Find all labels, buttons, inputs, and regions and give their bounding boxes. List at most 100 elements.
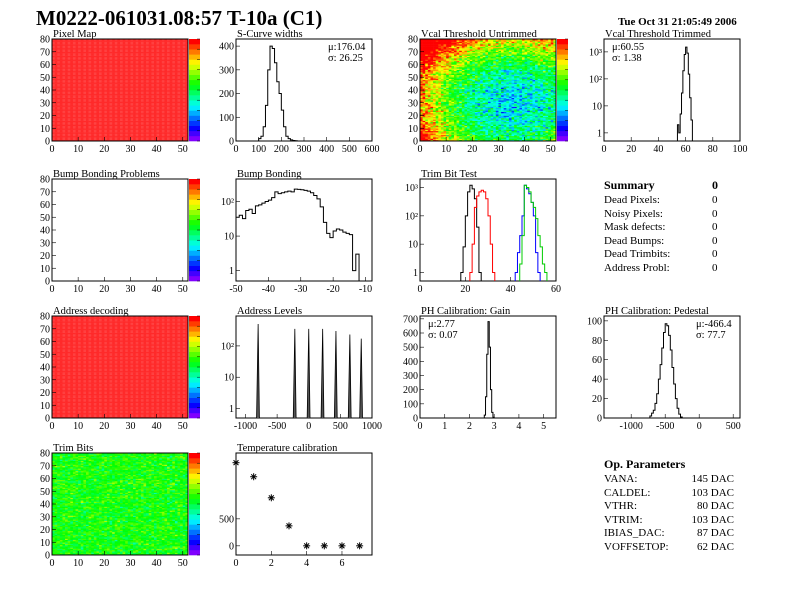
address-level-peak (347, 334, 352, 419)
data-point (250, 473, 258, 481)
y-tick-label: 60 (40, 60, 50, 71)
x-tick-label: 20 (460, 284, 470, 295)
y-tick-label: 20 (40, 525, 50, 536)
item-label: Dead Pixels: (604, 194, 660, 206)
x-tick-label: 10 (73, 144, 83, 155)
stat-sigma: σ: 0.07 (428, 330, 458, 341)
item-value: 103 DAC (691, 486, 734, 499)
y-tick-label: 100 (219, 113, 234, 124)
y-tick-label: 0 (229, 137, 234, 148)
stat-sigma: σ: 77.7 (696, 330, 726, 341)
y-tick-label: 60 (408, 60, 418, 71)
y-tick-label: 10² (221, 197, 234, 208)
y-tick-label: 40 (40, 500, 50, 511)
y-tick-label: 60 (40, 200, 50, 211)
y-tick-label: 10³ (405, 183, 418, 194)
x-tick-label: 100 (251, 144, 266, 155)
address-level-peak (333, 330, 338, 419)
item-value: 62 DAC (697, 540, 734, 553)
x-tick-label: 4 (516, 421, 521, 432)
item-label: VANA: (604, 473, 638, 485)
bump-bonding-chart: Bump Bonding -50 -40 -30 -20 -10 1 10 10² (221, 169, 373, 295)
x-tick-label: 100 (733, 144, 748, 155)
y-tick-label: 80 (592, 336, 602, 347)
x-tick-label: -40 (262, 284, 275, 295)
y-tick-label: 200 (219, 89, 234, 100)
x-tick-label: 10 (73, 421, 83, 432)
color-scale (189, 38, 200, 142)
stats-box: μ:176.04 σ: 26.25 (328, 42, 365, 64)
x-tick-label: 20 (99, 144, 109, 155)
item-value: 103 DAC (691, 513, 734, 526)
list-item: Address Probl: 0 (604, 262, 724, 276)
histogram (258, 45, 298, 142)
item-value: 80 DAC (697, 500, 734, 512)
x-tick-label: 1000 (362, 421, 382, 432)
temperature-calibration-chart: Temperature calibration 0 2 4 6 0 500 (219, 443, 373, 569)
list-item: CALDEL: 103 DAC (604, 487, 734, 501)
y-tick-label: 70 (40, 461, 50, 472)
x-tick-label: -1000 (620, 421, 643, 432)
heatmap-cells (52, 453, 189, 556)
x-tick-label: 0 (50, 284, 55, 295)
y-tick-label: 30 (40, 98, 50, 109)
y-tick-label: 300 (219, 65, 234, 76)
item-label: Address Probl: (604, 261, 670, 274)
plot-frame (235, 452, 373, 556)
plot-frame (419, 315, 557, 419)
list-item: VOFFSETOP: 62 DAC (604, 541, 734, 555)
y-tick-label: 0 (413, 414, 418, 425)
list-item: VANA: 145 DAC (604, 473, 734, 487)
chart-title: Bump Bonding Problems (53, 169, 160, 180)
item-label: Mask defects: (604, 221, 666, 233)
y-tick-label: 10 (40, 538, 50, 549)
ph-pedestal-chart: PH Calibration: Pedestal -1000 -500 0 500 0 20… (587, 306, 741, 432)
list-item: VTRIM: 103 DAC (604, 514, 734, 528)
y-tick-label: 0 (45, 137, 50, 148)
x-tick-label: 60 (551, 284, 561, 295)
y-tick-label: 1 (229, 266, 234, 277)
histogram (649, 323, 683, 418)
chart-title: Address decoding (53, 306, 129, 317)
y-tick-label: 70 (40, 47, 50, 58)
y-tick-label: 0 (413, 137, 418, 148)
chart-title: Vcal Threshold Trimmed (605, 29, 712, 40)
item-label: VTRIM: (604, 513, 643, 526)
item-label: Dead Trimbits: (604, 248, 671, 260)
x-tick-label: 50 (178, 558, 188, 569)
histogram-series-1 (469, 189, 496, 281)
timestamp: Tue Oct 31 21:05:49 2006 (618, 16, 737, 28)
y-tick-label: 50 (40, 213, 50, 224)
y-tick-label: 80 (40, 35, 50, 46)
address-level-peak (306, 328, 311, 419)
data-point (285, 522, 293, 530)
x-tick-label: 500 (342, 144, 357, 155)
x-tick-label: 30 (493, 144, 503, 155)
op-parameters-box: Op. Parameters VANA: 145 DAC CALDEL: 103 DA… (604, 456, 734, 554)
x-tick-label: 80 (708, 144, 718, 155)
y-tick-label: 60 (592, 355, 602, 366)
x-tick-label: -20 (326, 284, 339, 295)
y-tick-label: 50 (408, 73, 418, 84)
summary-total: 0 (712, 178, 718, 192)
x-tick-label: 500 (333, 421, 348, 432)
color-scale (189, 178, 200, 282)
y-tick-label: 200 (403, 385, 418, 396)
y-tick-label: 80 (408, 35, 418, 46)
y-tick-label: 0 (229, 541, 234, 552)
x-tick-label: 0 (306, 421, 311, 432)
x-tick-label: 0 (418, 421, 423, 432)
chart-title: Bump Bonding (237, 169, 302, 180)
y-tick-label: 40 (40, 226, 50, 237)
stat-sigma: σ: 26.25 (328, 53, 363, 64)
x-tick-label: 30 (125, 421, 135, 432)
item-value: 145 DAC (691, 473, 734, 485)
plot-frame (235, 178, 373, 282)
y-tick-label: 1 (229, 404, 234, 415)
item-label: CALDEL: (604, 486, 651, 499)
data-point (320, 542, 328, 550)
x-tick-label: 0 (50, 558, 55, 569)
